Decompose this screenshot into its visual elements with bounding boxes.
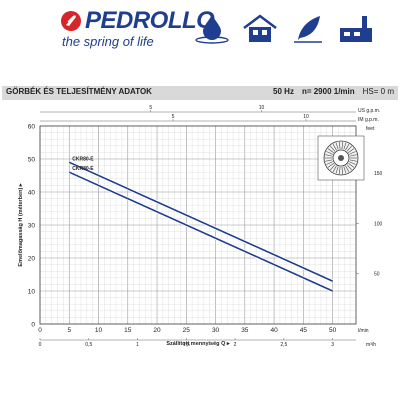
plot-frame (39, 125, 357, 325)
x-tick-label: 45 (300, 327, 308, 334)
x-tick-label: 20 (153, 327, 161, 334)
band-specs: 50 Hz n= 2900 1/min HS= 0 m (273, 87, 394, 96)
band-frequency: 50 Hz (273, 87, 294, 96)
factory-icon (340, 16, 372, 42)
impeller-icon (317, 135, 365, 181)
right-axis-tick-label: 100 (374, 221, 383, 227)
secondary-x-tick-label: 2 (234, 342, 237, 348)
top-im-unit: IM g.p.m. (358, 117, 379, 123)
leaf-irrigation-icon (294, 16, 322, 43)
secondary-x-unit: m³/h (366, 342, 376, 348)
right-axis-unit: feet (366, 126, 375, 132)
secondary-x-tick-label: 3 (331, 342, 334, 348)
x-axis-title: Szállított mennyiség Q ▸ (166, 341, 231, 347)
x-tick-label: 50 (329, 327, 337, 334)
x-tick-label: 5 (67, 327, 71, 334)
usage-icons (192, 12, 376, 44)
y-axis-title: Emelőmagasság H (méterben) ▸ (18, 182, 24, 266)
y-tick-label: 60 (28, 123, 36, 130)
series-line (68, 171, 333, 292)
x-tick-label: 30 (212, 327, 220, 334)
secondary-x-tick-label: 0 (39, 342, 42, 348)
x-tick-label: 0 (38, 327, 42, 334)
water-drop-icon (195, 15, 229, 44)
band-speed: n= 2900 1/min (301, 87, 355, 96)
y-tick-label: 50 (28, 156, 36, 163)
y-tick-label: 10 (28, 288, 36, 295)
series-label: CKR80-E (72, 156, 94, 162)
header: PEDROLLO the spring of life (0, 0, 400, 62)
x-tick-label: 40 (270, 327, 278, 334)
right-axis-tick-label: 50 (374, 272, 380, 278)
series-line (68, 161, 333, 282)
brand: PEDROLLO (60, 7, 215, 34)
pedrollo-logo-icon (61, 11, 81, 31)
brand-tagline: the spring of life (62, 34, 154, 49)
secondary-x-tick-label: 1,5 (183, 342, 190, 348)
top-us-unit: US g.p.m. (358, 108, 380, 114)
brand-name: PEDROLLO (85, 7, 215, 34)
y-tick-label: 0 (31, 321, 35, 328)
y-tick-label: 30 (28, 222, 36, 229)
top-us-tick-label: 10 (259, 105, 265, 111)
x-tick-label: 10 (95, 327, 103, 334)
top-im-tick-label: 10 (303, 114, 309, 120)
secondary-x-tick-label: 1 (136, 342, 139, 348)
top-us-tick-label: 5 (149, 105, 152, 111)
y-tick-label: 40 (28, 189, 36, 196)
x-unit-label: l/min (358, 328, 369, 334)
x-tick-label: 35 (241, 327, 249, 334)
right-axis-tick-label: 150 (374, 171, 383, 177)
y-tick-label: 20 (28, 255, 36, 262)
header-band: GÖRBÉK ÉS TELJESÍTMÉNY ADATOK 50 Hz n= 29… (2, 86, 398, 100)
x-tick-label: 15 (124, 327, 132, 334)
secondary-x-tick-label: 0,5 (85, 342, 92, 348)
band-title: GÖRBÉK ÉS TELJESÍTMÉNY ADATOK (6, 87, 152, 96)
house-icon (243, 14, 277, 42)
x-tick-label: 25 (183, 327, 191, 334)
band-hs: HS= 0 m (362, 87, 394, 96)
series-label: CKR80-E (72, 166, 94, 172)
secondary-x-tick-label: 2,5 (280, 342, 287, 348)
top-im-tick-label: 5 (172, 114, 175, 120)
